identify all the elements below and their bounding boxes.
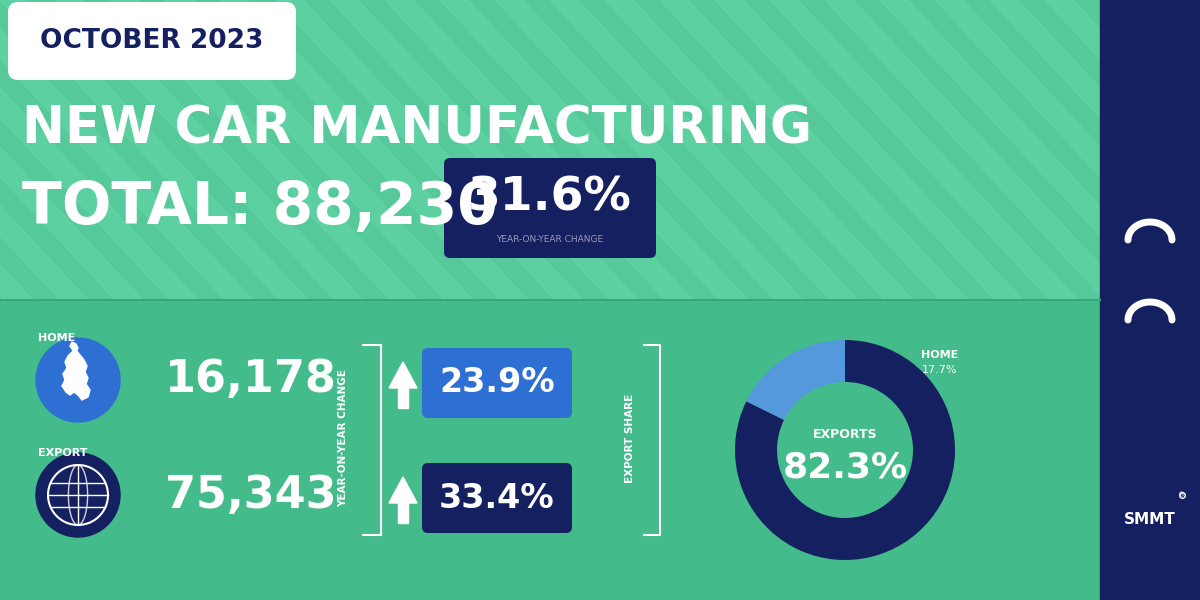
Text: EXPORTS: EXPORTS (812, 428, 877, 442)
Polygon shape (715, 0, 1022, 300)
Polygon shape (275, 0, 583, 300)
Text: 33.4%: 33.4% (439, 481, 554, 514)
FancyBboxPatch shape (444, 158, 656, 258)
Text: EXPORT SHARE: EXPORT SHARE (625, 394, 635, 482)
Polygon shape (0, 0, 198, 300)
Polygon shape (0, 0, 88, 300)
Polygon shape (0, 0, 34, 300)
Polygon shape (935, 0, 1200, 300)
Polygon shape (166, 0, 473, 300)
Text: YEAR-ON-YEAR CHANGE: YEAR-ON-YEAR CHANGE (338, 369, 348, 507)
Polygon shape (0, 0, 308, 300)
Text: NEW CAR MANUFACTURING: NEW CAR MANUFACTURING (22, 105, 812, 155)
Polygon shape (496, 0, 803, 300)
Polygon shape (660, 0, 968, 300)
FancyBboxPatch shape (8, 2, 296, 80)
Text: OCTOBER 2023: OCTOBER 2023 (41, 28, 264, 54)
Polygon shape (62, 350, 90, 400)
Polygon shape (550, 0, 858, 300)
Text: 16,178: 16,178 (166, 358, 337, 401)
Polygon shape (1100, 0, 1200, 300)
Text: 17.7%: 17.7% (923, 365, 958, 375)
Circle shape (779, 384, 911, 516)
Text: SMMT: SMMT (1124, 512, 1176, 527)
Text: TOTAL: 88,230: TOTAL: 88,230 (22, 179, 498, 236)
Text: 31.6%: 31.6% (468, 175, 632, 220)
Text: HOME: HOME (38, 333, 76, 343)
Text: 23.9%: 23.9% (439, 367, 554, 400)
FancyBboxPatch shape (422, 348, 572, 418)
Polygon shape (389, 477, 418, 503)
Bar (398, 388, 408, 408)
Bar (398, 503, 408, 523)
Polygon shape (70, 342, 78, 352)
Wedge shape (736, 340, 955, 560)
Polygon shape (110, 0, 418, 300)
Polygon shape (826, 0, 1133, 300)
Bar (0, 300, 1100, 600)
Circle shape (36, 453, 120, 537)
Polygon shape (770, 0, 1078, 300)
Circle shape (36, 338, 120, 422)
Text: EXPORT: EXPORT (38, 448, 88, 458)
Bar (1100, 0, 1200, 600)
Text: 75,343: 75,343 (166, 473, 336, 517)
Text: HOME: HOME (922, 350, 959, 360)
Wedge shape (746, 340, 845, 420)
Polygon shape (220, 0, 528, 300)
Polygon shape (389, 362, 418, 388)
Text: 82.3%: 82.3% (782, 451, 907, 485)
Polygon shape (0, 0, 143, 300)
Text: ®: ® (1178, 492, 1186, 498)
Polygon shape (990, 0, 1200, 300)
Polygon shape (1045, 0, 1200, 300)
Bar (0, 0, 1100, 300)
Polygon shape (55, 0, 364, 300)
Polygon shape (440, 0, 748, 300)
Polygon shape (1154, 0, 1200, 300)
Polygon shape (0, 0, 253, 300)
Polygon shape (330, 0, 638, 300)
FancyBboxPatch shape (422, 463, 572, 533)
Polygon shape (605, 0, 913, 300)
Polygon shape (880, 0, 1188, 300)
Text: YEAR-ON-YEAR CHANGE: YEAR-ON-YEAR CHANGE (497, 235, 604, 245)
Polygon shape (385, 0, 694, 300)
